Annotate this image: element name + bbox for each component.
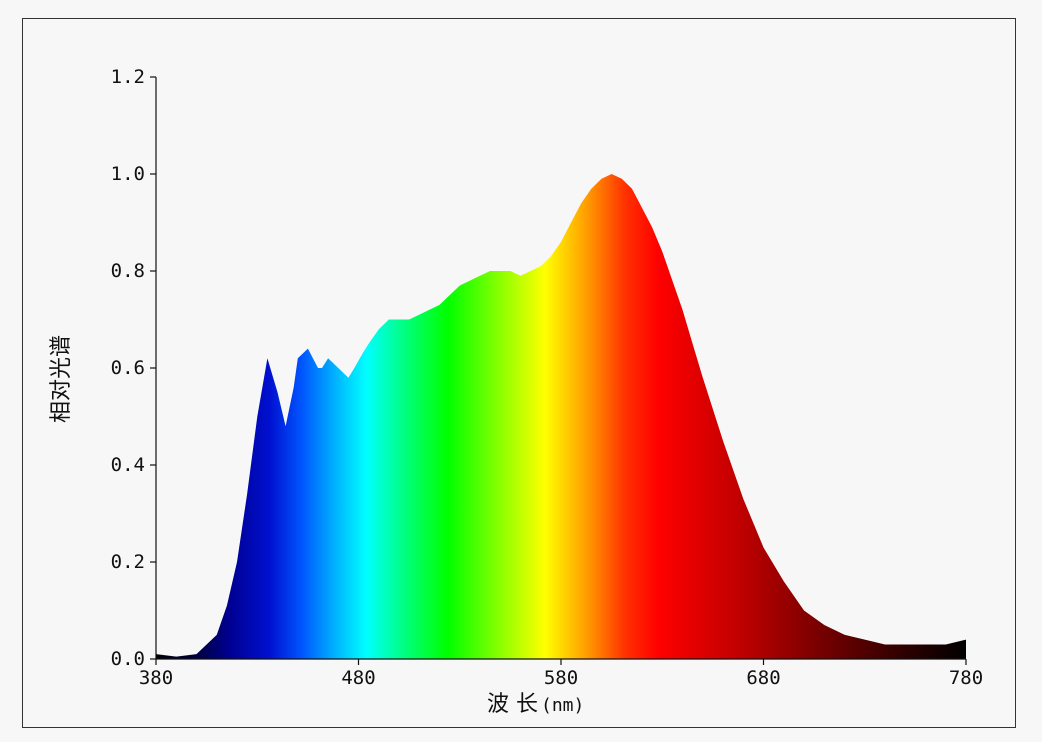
y-tick-label: 1.0 (111, 163, 145, 185)
x-axis-title: 波 长 (487, 692, 538, 717)
x-axis-unit: (nm) (541, 695, 584, 716)
spectrum-area (156, 174, 966, 659)
y-tick-label: 0.6 (111, 357, 145, 379)
y-axis-title: 相对光谱 (49, 335, 74, 423)
axes: 0.0 0.2 0.4 0.6 0.8 1.0 1.2 380 480 580 680 780 (111, 66, 983, 689)
y-tick-label: 1.2 (111, 66, 145, 88)
x-tick-label: 580 (544, 667, 578, 689)
x-tick-label: 780 (949, 667, 983, 689)
y-tick-label: 0.8 (111, 260, 145, 282)
chart-frame: 0.0 0.2 0.4 0.6 0.8 1.0 1.2 380 480 580 680 780 相对光… (22, 18, 1016, 728)
x-tick-label: 680 (746, 667, 780, 689)
y-tick-label: 0.4 (111, 454, 145, 476)
y-tick-label: 0.0 (111, 648, 145, 670)
spectrum-chart: 0.0 0.2 0.4 0.6 0.8 1.0 1.2 380 480 580 680 780 相对光… (49, 66, 983, 717)
x-tick-label: 480 (341, 667, 375, 689)
y-tick-label: 0.2 (111, 551, 145, 573)
x-tick-label: 380 (139, 667, 173, 689)
